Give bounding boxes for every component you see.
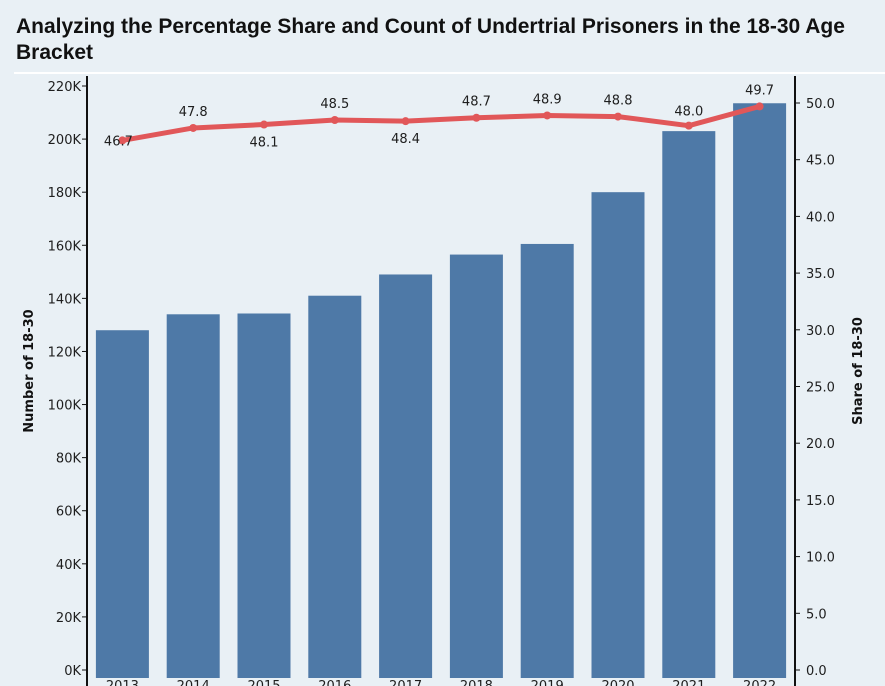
share-label-2021: 48.0 [674,105,703,120]
right-tick-label: 20.0 [806,437,835,452]
right-tick-label: 45.0 [806,154,835,169]
x-tick-label: 2018 [460,679,493,686]
share-point-2021 [684,121,693,130]
share-label-2015: 48.1 [250,136,279,151]
right-axis: 0.0 5.0 10.0 15.0 20.0 25.0 30.0 35.0 40.0 45.0 50… [794,76,835,686]
right-tick-label: 30.0 [806,324,835,339]
bar-2022 [733,103,787,679]
bar-series [95,103,787,679]
left-tick-label: 120K [48,345,82,360]
bar-2014 [166,314,220,678]
left-tick-label: 160K [48,239,82,254]
x-tick-label: 2021 [672,679,705,686]
right-tick-label: 35.0 [806,267,835,282]
right-tick-label: 5.0 [806,607,827,622]
bar-2017 [379,274,433,678]
bar-2016 [308,295,362,678]
x-tick-label: 2016 [318,679,351,686]
share-point-2016 [330,116,339,125]
share-label-2022: 49.7 [745,83,774,98]
bar-2018 [449,254,503,678]
bar-2019 [520,243,574,679]
left-tick-label: 140K [48,292,82,307]
left-axis-title: Number of 18-30 [22,309,37,432]
share-label-2013: 46.7 [104,134,133,149]
right-axis-title: Share of 18-30 [851,317,866,425]
right-tick-label: 0.0 [806,664,827,679]
x-tick-label: 2015 [247,679,280,686]
share-point-2017 [401,117,410,126]
left-tick-label: 60K [56,505,82,520]
left-tick-label: 40K [56,558,82,573]
x-tick-label: 2020 [601,679,634,686]
share-label-2017: 48.4 [391,132,420,147]
right-tick-label: 40.0 [806,210,835,225]
chart-title: Analyzing the Percentage Share and Count… [16,15,845,64]
bar-2020 [591,192,645,678]
right-tick-label: 10.0 [806,551,835,566]
share-label-2020: 48.8 [604,94,633,109]
left-axis: 0K 20K 40K 60K 80K 100K 120K 140K 160K 180K 200K 22… [48,76,88,686]
share-point-2018 [472,113,481,122]
share-point-2020 [614,112,622,121]
right-tick-label: 50.0 [806,97,835,112]
share-point-2013 [118,136,127,145]
x-tick-label: 2013 [106,679,139,686]
left-tick-label: 220K [48,80,82,95]
left-tick-label: 180K [48,186,82,201]
share-point-2015 [260,120,268,129]
share-point-2014 [189,123,198,132]
bar-2015 [237,313,291,678]
title-divider [14,72,885,74]
share-point-2022 [755,102,764,111]
share-label-2019: 48.9 [533,92,562,107]
x-tick-label: 2017 [389,679,422,686]
share-label-2014: 47.8 [179,105,208,120]
left-tick-label: 20K [56,611,82,626]
left-tick-label: 80K [56,452,82,467]
x-tick-label: 2019 [531,679,564,686]
right-tick-label: 15.0 [806,494,835,509]
x-tick-label: 2014 [177,679,210,686]
x-axis: 2013 2014 2015 2016 2017 2018 2019 2020 2021 2022 [106,679,776,686]
title-bar: Analyzing the Percentage Share and Count… [0,0,885,72]
line-series: 46.7 47.8 48.1 48.5 48.4 48.7 48.9 48.8 48.0 49.7 [104,83,774,150]
share-point-2019 [543,111,552,120]
bar-2021 [662,131,716,679]
bar-2013 [95,330,149,678]
right-tick-label: 25.0 [806,381,835,396]
left-tick-label: 200K [48,133,82,148]
left-tick-label: 0K [64,664,81,679]
share-line [119,103,763,143]
share-label-2016: 48.5 [320,97,349,112]
x-tick-label: 2022 [743,679,776,686]
share-label-2018: 48.7 [462,95,491,110]
left-tick-label: 100K [48,399,82,414]
